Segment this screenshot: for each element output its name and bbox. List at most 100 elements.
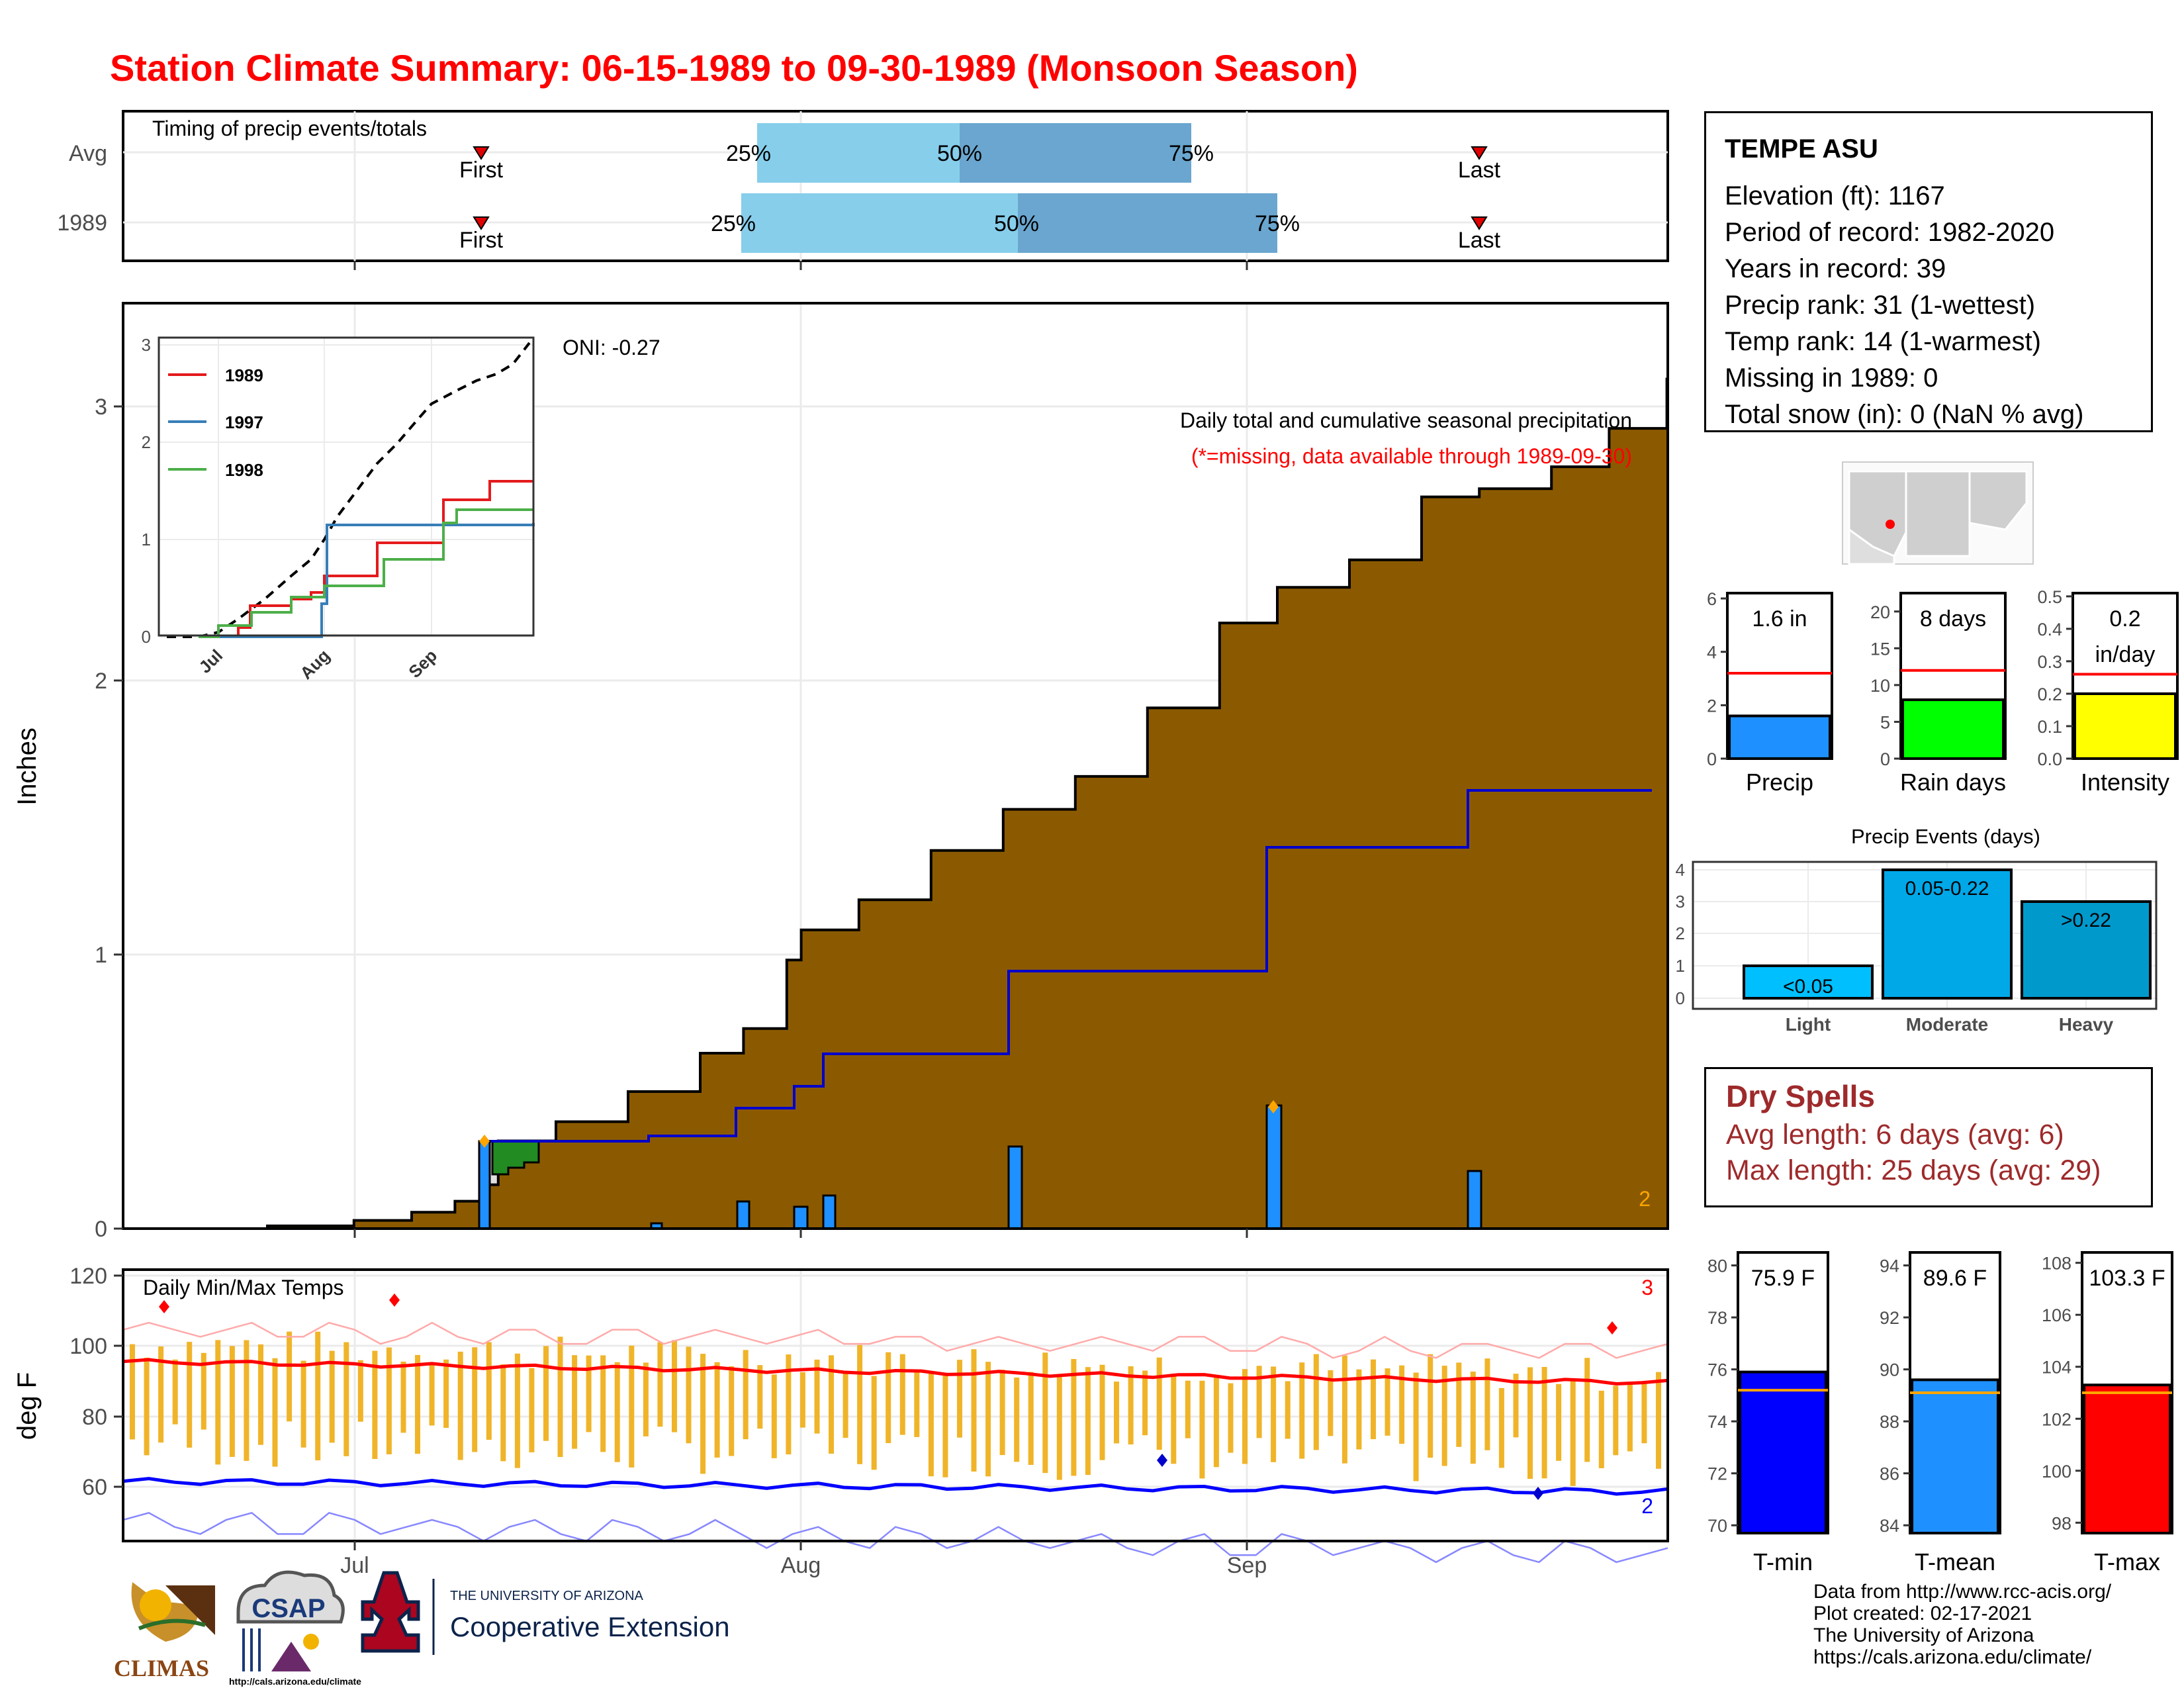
avg-last-marker	[1471, 146, 1488, 160]
climas-label: CLIMAS	[114, 1655, 209, 1681]
daily-temp-bar	[1428, 1354, 1433, 1458]
daily-temp-bar	[287, 1331, 293, 1422]
yr-first-label: First	[459, 228, 504, 253]
inset-y-tick: 3	[142, 335, 151, 355]
mini-chart-y-tick: 72	[1707, 1464, 1727, 1484]
inset-bg	[159, 338, 533, 635]
daily-temp-bar	[786, 1354, 792, 1455]
events-x-tick: Heavy	[2059, 1014, 2114, 1035]
mini-chart-y-tick: 100	[2042, 1462, 2071, 1481]
daily-temp-bar	[614, 1362, 620, 1462]
daily-temp-bar	[258, 1344, 263, 1445]
daily-temp-bar	[543, 1346, 549, 1441]
daily-temp-bar	[572, 1355, 578, 1449]
daily-temp-bar	[1042, 1352, 1048, 1474]
inset-legend-label: 1989	[225, 365, 263, 385]
credits: Data from http://www.rcc-acis.org/ Plot …	[1813, 1581, 2111, 1668]
daily-temp-bar	[1456, 1362, 1462, 1447]
daily-temp-bar	[1470, 1372, 1476, 1464]
daily-temp-bar	[429, 1364, 435, 1426]
record-low-marker	[1157, 1454, 1167, 1467]
daily-temp-bar	[700, 1354, 706, 1474]
ua-small-text: THE UNIVERSITY OF ARIZONA	[450, 1589, 644, 1603]
temp-y-tick: 120	[69, 1264, 107, 1289]
inset-series-1989	[199, 480, 533, 638]
daily-temp-bar	[329, 1350, 335, 1443]
mini-chart-bar	[2073, 692, 2177, 760]
mini-chart-y-tick: 10	[1870, 676, 1890, 696]
inset-legend-label: 1998	[225, 460, 263, 480]
average-max-line	[122, 1358, 1668, 1386]
mini-chart-y-tick: 90	[1880, 1360, 1899, 1380]
inset-average-line	[167, 342, 531, 638]
mini-chart-y-tick: 0	[1707, 749, 1717, 769]
mini-chart-y-tick: 106	[2042, 1305, 2071, 1325]
daily-precip-bar	[478, 1140, 491, 1230]
record-low-marker	[1533, 1487, 1543, 1500]
events-y-tick: 1	[1676, 956, 1685, 976]
daily-temp-bar	[1613, 1385, 1619, 1456]
page-title: Station Climate Summary: 06-15-1989 to 0…	[110, 47, 1358, 89]
inset-chart: 1989 1997 1998 0 1 2 3 Jul Aug Sep	[142, 335, 535, 683]
mini-chart-bar	[1911, 1378, 1999, 1534]
avg-q25-label: 25%	[726, 141, 771, 166]
mini-chart-y-tick: 2	[1707, 696, 1717, 716]
y-tick-label: 1	[95, 943, 107, 968]
daily-temp-bar	[400, 1362, 406, 1433]
event-bar-label: 0.05-0.22	[1905, 878, 1989, 900]
daily-temp-bar	[1641, 1382, 1647, 1444]
events-x-tick: Light	[1786, 1014, 1831, 1035]
mini-chart-value: in/day	[2095, 642, 2156, 667]
daily-temp-bar	[500, 1364, 506, 1462]
daily-temp-bar	[1099, 1364, 1105, 1460]
mini-chart-y-tick: 102	[2042, 1409, 2071, 1429]
daily-temp-bar	[686, 1346, 692, 1444]
record-high-marker	[1607, 1321, 1617, 1335]
mini-chart-y-tick: 0.5	[2037, 587, 2062, 607]
daily-temp-bar	[130, 1344, 135, 1440]
daily-temp-bar	[144, 1358, 150, 1456]
credit-line: Plot created: 02-17-2021	[1813, 1603, 2032, 1624]
corner-count: 2	[1639, 1187, 1651, 1211]
mini-chart-bar	[2083, 1383, 2171, 1534]
max-precip-marker	[1268, 1100, 1279, 1113]
daily-temp-bar	[1114, 1382, 1119, 1444]
temp-panel-frame	[122, 1268, 1669, 1542]
daily-temp-bar	[942, 1375, 948, 1477]
daily-temp-bar	[158, 1346, 164, 1443]
logos: CLIMAS CSAP http://cals.arizona.edu/clim…	[114, 1570, 730, 1687]
daily-temp-bar	[1328, 1370, 1334, 1436]
avg-quartile-50-75	[960, 123, 1191, 183]
precip-panel-frame	[122, 302, 1669, 1230]
daily-temp-bar	[743, 1350, 749, 1440]
mini-chart-value: 0.2	[2109, 606, 2140, 632]
csap-logo: CSAP http://cals.arizona.edu/climate	[229, 1570, 361, 1687]
daily-precip-bars	[478, 1104, 1482, 1230]
temp-count-high: 3	[1641, 1276, 1653, 1299]
csap-label: CSAP	[251, 1594, 325, 1623]
daily-temp-bar	[771, 1374, 777, 1458]
mini-chart-y-tick: 80	[1707, 1256, 1727, 1276]
record-low-line	[122, 1512, 1668, 1564]
map-new-mexico	[1905, 470, 1971, 557]
cumulative-precip-area	[123, 377, 1669, 1230]
daily-temp-bar	[1228, 1383, 1234, 1453]
daily-temp-bar	[357, 1360, 363, 1422]
precip-panel-note: (*=missing, data available through 1989-…	[1191, 444, 1632, 468]
daily-temp-bar	[1498, 1387, 1504, 1468]
precip-y-label: Inches	[13, 727, 42, 806]
daily-temp-bar	[415, 1354, 420, 1454]
daily-temp-bar	[899, 1354, 905, 1435]
daily-temp-bar	[1541, 1367, 1547, 1479]
daily-temp-bar	[1371, 1359, 1376, 1440]
average-cumulative-line	[482, 789, 1652, 1143]
daily-temp-bar	[1385, 1368, 1390, 1436]
station-location-dot	[1886, 520, 1895, 529]
daily-temp-bar	[957, 1360, 962, 1438]
events-y-tick: 3	[1676, 892, 1685, 912]
mini-chart-y-tick: 0.0	[2037, 749, 2062, 769]
mini-chart-y-tick: 78	[1707, 1308, 1727, 1328]
daily-precip-bar	[1265, 1104, 1283, 1230]
mini-chart-y-tick: 5	[1880, 712, 1890, 732]
daily-temp-bar	[1484, 1358, 1490, 1450]
